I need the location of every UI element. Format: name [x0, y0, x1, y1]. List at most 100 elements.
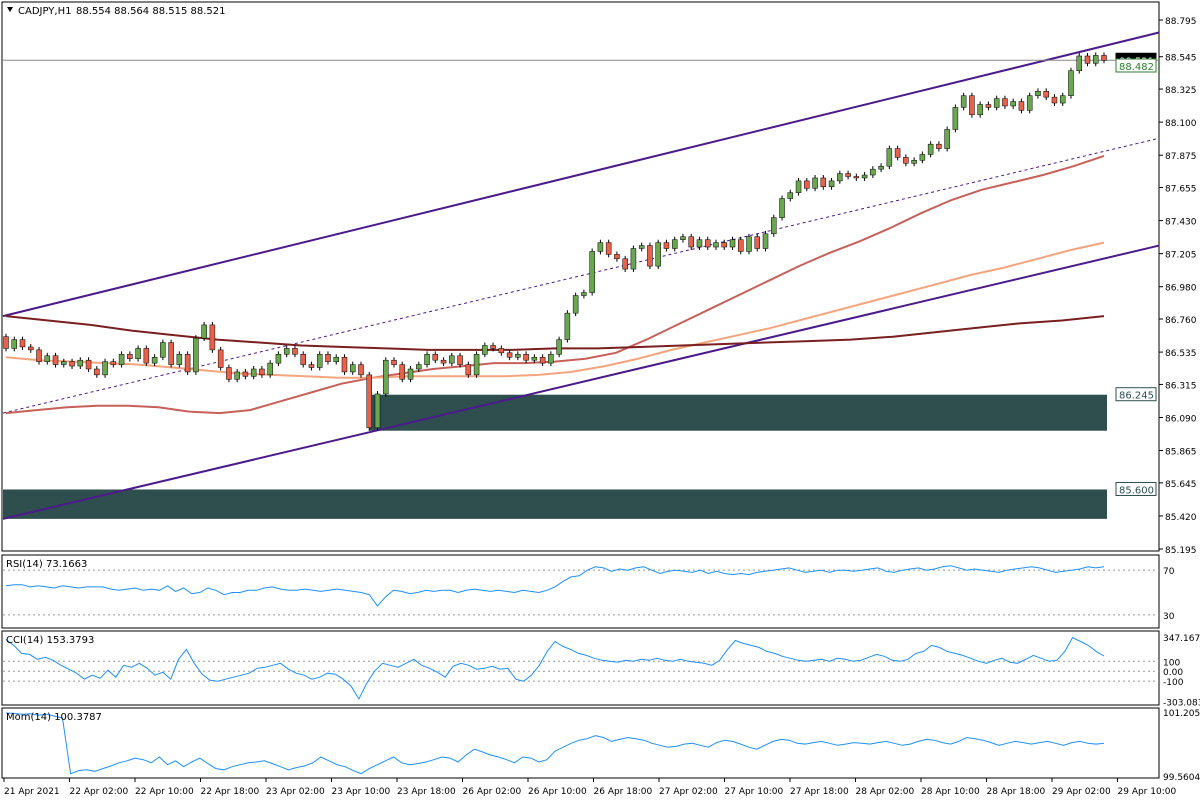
candle-body — [688, 236, 694, 248]
candle-body — [886, 148, 893, 167]
candle-body — [383, 359, 389, 395]
candle-body — [184, 354, 191, 373]
candle-body — [143, 348, 150, 364]
candle-body — [333, 356, 339, 362]
candle-body — [85, 359, 92, 370]
indicator-tick-label: 70 — [1163, 567, 1175, 577]
candlesticks — [3, 52, 1107, 431]
candle-body — [44, 355, 51, 362]
candle-body — [1026, 95, 1033, 111]
main-price-panel[interactable]: 88.795 88.545 88.325 88.100 87.875 87.655 87.4… — [1, 1, 1197, 556]
candle-body — [548, 354, 554, 364]
candle-body — [985, 104, 992, 108]
candle-body — [787, 192, 794, 199]
rsi-panel[interactable]: 70 30 RSI(14) 73.1663 — [1, 554, 1175, 629]
price-tick-label: 86.535 — [1165, 349, 1197, 359]
candle-body — [1018, 101, 1025, 111]
demand-zones — [3, 394, 1107, 519]
candle-body — [168, 342, 174, 365]
price-tick-label: 85.865 — [1165, 448, 1197, 458]
zone2-price-label: 85.600 — [1119, 485, 1154, 496]
price-tick-label: 88.795 — [1165, 17, 1197, 27]
candle-body — [316, 354, 323, 368]
price-tick-label: 86.760 — [1165, 316, 1197, 326]
candle-body — [275, 354, 282, 364]
candle-body — [292, 348, 298, 355]
candle-body — [878, 165, 884, 170]
candle-body — [515, 354, 521, 358]
candle-body — [28, 346, 34, 351]
candle-body — [506, 352, 513, 358]
candle-body — [391, 359, 397, 365]
candle-body — [993, 98, 1000, 108]
candle-body — [94, 368, 100, 376]
price-tick-label: 87.655 — [1165, 185, 1197, 195]
candle-body — [1059, 95, 1066, 104]
time-tick-label: 27 Apr 02:00 — [659, 787, 718, 797]
candle-body — [77, 359, 84, 367]
line-price-label: 88.482 — [1119, 62, 1154, 73]
candle-body — [622, 258, 628, 270]
time-tick-label: 22 Apr 10:00 — [135, 787, 194, 797]
candle-body — [746, 236, 752, 252]
candle-body — [250, 368, 257, 377]
candle-body — [581, 292, 587, 296]
momentum-series: 101.2054 99.5604 — [5, 709, 1200, 783]
indicator-tick-label: 101.2054 — [1163, 709, 1200, 719]
triangle-down-icon[interactable] — [7, 7, 13, 12]
candle-body — [1002, 98, 1008, 107]
time-tick-label: 28 Apr 18:00 — [987, 787, 1046, 797]
zone1-price-label-box — [1115, 387, 1157, 402]
indicator-line — [5, 565, 1105, 607]
zone2-price-label-box — [1115, 481, 1157, 496]
candle-body — [1068, 70, 1074, 96]
candle-body — [118, 354, 125, 365]
time-tick-label: 21 Apr 2021 — [4, 787, 60, 797]
candle-body — [399, 364, 406, 380]
time-tick-label: 23 Apr 02:00 — [266, 787, 325, 797]
price-tick-label: 87.430 — [1165, 218, 1197, 228]
candle-body — [539, 356, 546, 364]
candle-body — [738, 239, 744, 252]
time-tick-label: 26 Apr 18:00 — [594, 787, 653, 797]
cci-title: CCI(14) 153.3793 — [6, 635, 94, 646]
candle-body — [936, 143, 942, 149]
price-tick-label: 87.205 — [1165, 251, 1197, 261]
candle-body — [605, 242, 612, 255]
candle-body — [102, 361, 108, 376]
indicator-tick-label: 100 — [1163, 658, 1180, 668]
time-tick-label: 27 Apr 10:00 — [725, 787, 784, 797]
channel-upper-line — [2, 31, 1160, 318]
main-panel-frame — [1, 1, 1160, 552]
candle-body — [804, 180, 810, 189]
price-axis: 88.795 88.545 88.325 88.100 87.875 87.655 87.4… — [1159, 17, 1197, 556]
candle-body — [754, 236, 761, 249]
momentum-panel[interactable]: 101.2054 99.5604 Mom(14) 100.3787 — [1, 707, 1200, 783]
trend-channel[interactable] — [2, 31, 1160, 520]
candle-body — [564, 312, 571, 340]
zone1-price-label: 86.245 — [1119, 391, 1154, 402]
candle-body — [176, 354, 183, 365]
candle-body — [19, 339, 26, 348]
candle-body — [663, 242, 670, 249]
indicator-tick-label: 30 — [1163, 612, 1175, 622]
indicator-tick-label: 99.5604 — [1163, 773, 1200, 783]
price-tick-label: 86.315 — [1165, 381, 1197, 391]
candle-body — [69, 361, 75, 367]
price-tick-label: 85.645 — [1165, 480, 1197, 490]
candle-body — [465, 364, 472, 376]
time-tick-label: 28 Apr 10:00 — [921, 787, 980, 797]
candle-body — [366, 374, 372, 429]
candle-body — [1092, 55, 1099, 64]
price-tick-label: 88.545 — [1165, 54, 1197, 64]
candle-body — [325, 354, 331, 362]
candle-body — [209, 324, 216, 351]
momentum-panel-frame — [1, 707, 1160, 779]
rsi-title: RSI(14) 73.1663 — [6, 559, 87, 570]
price-tick-label: 88.100 — [1165, 119, 1197, 129]
candle-body — [3, 336, 9, 349]
candle-body — [36, 349, 42, 362]
